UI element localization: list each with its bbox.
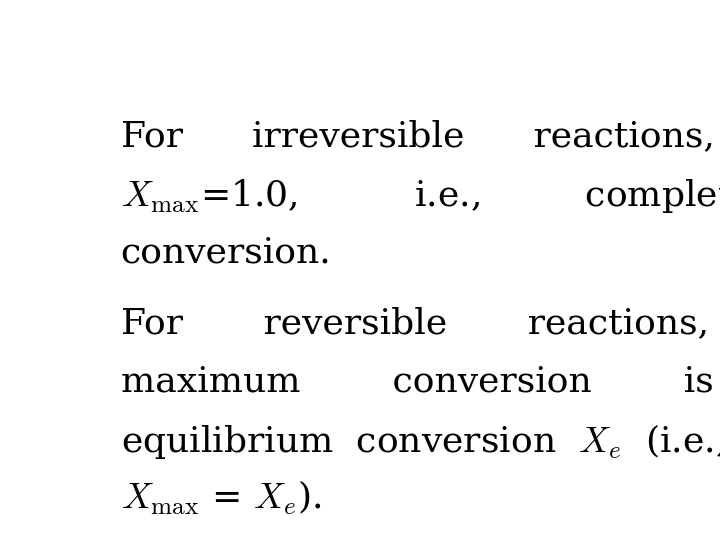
Text: equilibrium  conversion  $X_e$  (i.e.,: equilibrium conversion $X_e$ (i.e., — [121, 422, 720, 461]
Text: For      irreversible      reactions,: For irreversible reactions, — [121, 119, 714, 153]
Text: maximum        conversion        is: maximum conversion is — [121, 364, 714, 398]
Text: $X_{\mathrm{max}}$ = $X_e$).: $X_{\mathrm{max}}$ = $X_e$). — [121, 478, 321, 517]
Text: $X_{\mathrm{max}}$=1.0,          i.e.,         complete: $X_{\mathrm{max}}$=1.0, i.e., complete — [121, 177, 720, 215]
Text: For       reversible       reactions,: For reversible reactions, — [121, 306, 708, 340]
Text: conversion.: conversion. — [121, 235, 331, 269]
